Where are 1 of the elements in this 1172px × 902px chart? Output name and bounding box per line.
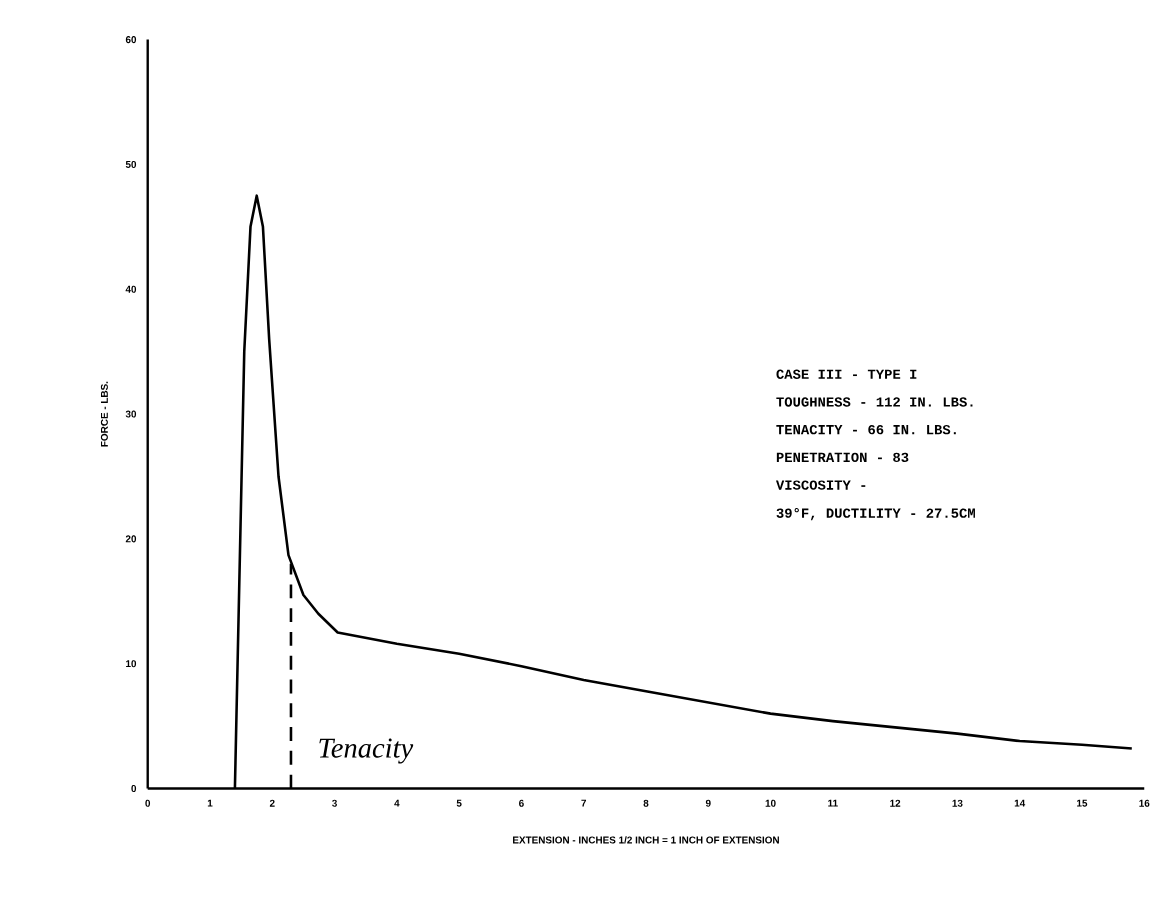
annotation: Tenacity <box>319 738 414 764</box>
